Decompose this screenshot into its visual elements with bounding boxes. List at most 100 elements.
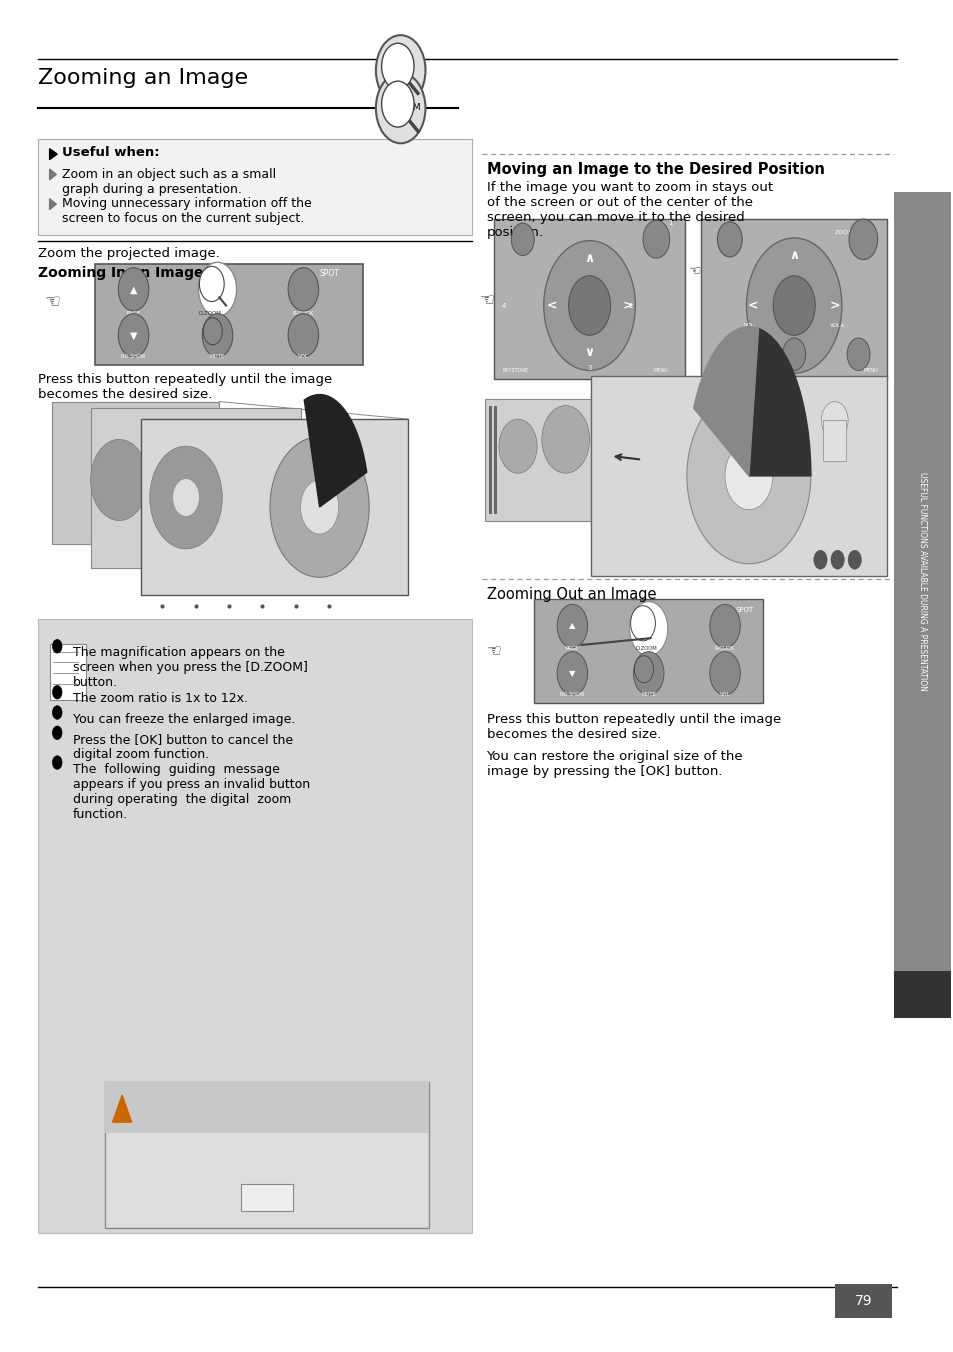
Bar bbox=[494, 219, 684, 379]
Text: ▼: ▼ bbox=[569, 669, 575, 677]
Bar bbox=[240, 1184, 294, 1211]
Polygon shape bbox=[112, 1095, 132, 1122]
Circle shape bbox=[381, 43, 414, 89]
Text: NO SHOW: NO SHOW bbox=[559, 692, 584, 698]
Text: OK: OK bbox=[581, 301, 597, 310]
Bar bbox=[52, 402, 219, 544]
Bar bbox=[91, 408, 300, 568]
Circle shape bbox=[847, 550, 861, 569]
Text: ▲: ▲ bbox=[130, 284, 137, 295]
Circle shape bbox=[557, 604, 587, 648]
Bar bbox=[489, 406, 492, 514]
Text: If the image you want to zoom in stays out
of the screen or out of the center of: If the image you want to zoom in stays o… bbox=[486, 181, 772, 239]
Circle shape bbox=[634, 656, 653, 683]
Text: Press the [OK] button to cancel the
digital zoom function.: Press the [OK] button to cancel the digi… bbox=[72, 733, 293, 761]
Circle shape bbox=[821, 402, 847, 439]
Text: D.ZOOM: D.ZOOM bbox=[198, 311, 221, 316]
Text: ☜: ☜ bbox=[478, 291, 494, 310]
Text: <: < bbox=[545, 299, 557, 312]
Text: ▼: ▼ bbox=[130, 330, 137, 341]
Circle shape bbox=[541, 406, 589, 473]
Text: To cancel digital zoom, press the OK button.: To cancel digital zoom, press the OK but… bbox=[118, 1144, 303, 1153]
Bar bbox=[105, 1082, 429, 1228]
Bar bbox=[38, 619, 472, 1233]
Polygon shape bbox=[304, 395, 366, 507]
Text: Moving unnecessary information off the
screen to focus on the current subject.: Moving unnecessary information off the s… bbox=[62, 197, 312, 226]
Bar bbox=[105, 1082, 429, 1133]
Text: Press this button repeatedly until the image
becomes the desired size.: Press this button repeatedly until the i… bbox=[38, 373, 332, 402]
Circle shape bbox=[709, 604, 740, 648]
Text: MUTE: MUTE bbox=[640, 692, 656, 698]
Circle shape bbox=[557, 652, 587, 695]
Text: You can restore the original size of the
image by pressing the [OK] button.: You can restore the original size of the… bbox=[486, 750, 742, 779]
Circle shape bbox=[718, 338, 740, 370]
Circle shape bbox=[202, 314, 233, 357]
Text: Zooming In an Image: Zooming In an Image bbox=[38, 266, 203, 280]
Text: ☜: ☜ bbox=[687, 264, 700, 277]
Polygon shape bbox=[748, 329, 810, 476]
Circle shape bbox=[375, 73, 425, 143]
Polygon shape bbox=[591, 376, 632, 576]
Text: The  following  guiding  message
appears if you press an invalid button
during o: The following guiding message appears if… bbox=[72, 763, 310, 821]
Text: PAGE: PAGE bbox=[565, 646, 578, 652]
Bar bbox=[95, 264, 362, 365]
Circle shape bbox=[772, 276, 814, 335]
Circle shape bbox=[686, 388, 810, 564]
Circle shape bbox=[846, 338, 869, 370]
Circle shape bbox=[724, 442, 772, 510]
Text: OK: OK bbox=[260, 1194, 274, 1202]
Text: You can freeze the enlarged image.: You can freeze the enlarged image. bbox=[72, 713, 294, 726]
Text: VOL+: VOL+ bbox=[829, 323, 845, 329]
Circle shape bbox=[381, 81, 414, 127]
Text: ∨: ∨ bbox=[584, 346, 594, 360]
Text: ▲: ▲ bbox=[569, 622, 575, 630]
Text: >: > bbox=[621, 299, 633, 312]
Text: !: ! bbox=[120, 1106, 124, 1111]
Text: The zoom ratio is 1x to 12x.: The zoom ratio is 1x to 12x. bbox=[72, 692, 247, 706]
Text: Useful when:: Useful when: bbox=[62, 146, 159, 160]
Polygon shape bbox=[50, 199, 56, 210]
Text: VOL: VOL bbox=[720, 692, 729, 698]
Circle shape bbox=[848, 219, 877, 260]
Text: Press this button repeatedly until the image
becomes the desired size.: Press this button repeatedly until the i… bbox=[486, 713, 780, 741]
Text: SPOT: SPOT bbox=[319, 269, 338, 279]
Circle shape bbox=[642, 220, 669, 258]
Text: R-CLICK: R-CLICK bbox=[714, 646, 735, 652]
Text: 4: 4 bbox=[501, 303, 505, 308]
Text: VOL: VOL bbox=[297, 354, 309, 360]
Text: during digital zoom.: during digital zoom. bbox=[138, 1111, 222, 1119]
Text: +: + bbox=[393, 61, 402, 72]
Text: USEFUL FUNCTIONS AVAILABLE DURING A PRESENTATION: USEFUL FUNCTIONS AVAILABLE DURING A PRES… bbox=[917, 472, 926, 691]
Text: NO SHOW: NO SHOW bbox=[121, 354, 146, 360]
Text: -: - bbox=[395, 99, 399, 110]
Polygon shape bbox=[693, 327, 758, 476]
Circle shape bbox=[830, 550, 843, 569]
Bar bbox=[893, 192, 950, 971]
Text: D.ZOOM: D.ZOOM bbox=[636, 646, 657, 652]
Text: Zoom in an object such as a small
graph during a presentation.: Zoom in an object such as a small graph … bbox=[62, 168, 275, 196]
Text: Moving an Image to the Desired Position: Moving an Image to the Desired Position bbox=[486, 162, 823, 177]
Text: This operation cannot be performed: This operation cannot be performed bbox=[138, 1094, 290, 1102]
Text: Zooming Out an Image: Zooming Out an Image bbox=[486, 587, 656, 602]
Circle shape bbox=[118, 268, 149, 311]
Circle shape bbox=[630, 606, 655, 641]
Bar bbox=[494, 406, 497, 514]
Circle shape bbox=[150, 446, 222, 549]
Circle shape bbox=[52, 685, 62, 699]
Circle shape bbox=[633, 652, 663, 695]
Text: MENU: MENU bbox=[862, 368, 877, 373]
Circle shape bbox=[375, 35, 425, 105]
Bar bbox=[822, 420, 845, 461]
Text: FOCUS: FOCUS bbox=[720, 230, 740, 235]
Circle shape bbox=[709, 652, 740, 695]
Text: ☜: ☜ bbox=[45, 292, 60, 310]
Circle shape bbox=[118, 314, 149, 357]
Circle shape bbox=[199, 266, 224, 301]
Text: ∧: ∧ bbox=[584, 251, 594, 265]
Text: <: < bbox=[747, 299, 758, 312]
Bar bbox=[38, 139, 472, 235]
Text: >: > bbox=[829, 299, 840, 312]
Circle shape bbox=[270, 437, 369, 577]
Text: The magnification appears on the
screen when you press the [D.ZOOM]
button.: The magnification appears on the screen … bbox=[72, 646, 307, 690]
Polygon shape bbox=[50, 169, 56, 180]
